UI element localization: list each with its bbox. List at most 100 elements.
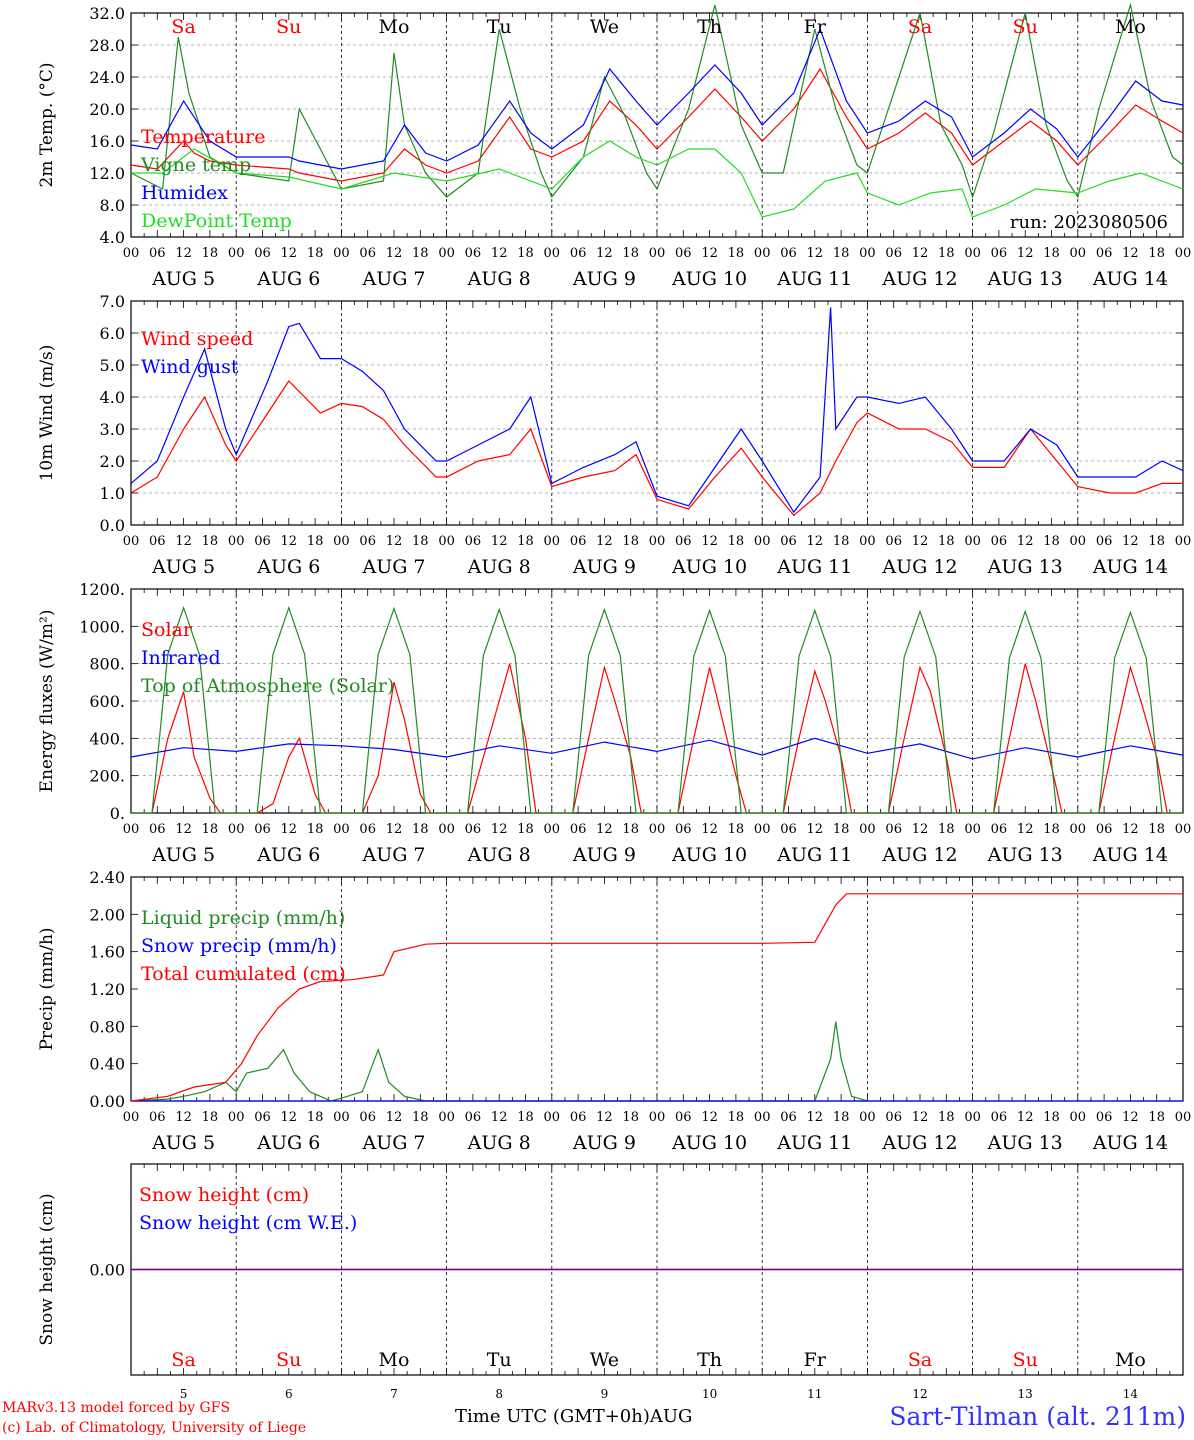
y-tick-label: 2.00 bbox=[89, 905, 125, 924]
day-number-label: 7 bbox=[390, 1387, 398, 1401]
series-line-vigne-temp bbox=[130, 2, 1184, 199]
weekday-label: Sa bbox=[171, 16, 195, 38]
date-label: AUG 13 bbox=[987, 844, 1063, 866]
hour-tick-label: 12 bbox=[1122, 246, 1139, 261]
y-tick-label: 600. bbox=[89, 692, 125, 711]
weekday-label: Su bbox=[1013, 16, 1038, 38]
weekday-label: Fr bbox=[804, 16, 827, 38]
hour-tick-label: 12 bbox=[596, 1110, 613, 1125]
date-label: AUG 14 bbox=[1092, 1132, 1168, 1154]
day-number-label: 9 bbox=[601, 1387, 609, 1401]
y-axis-title: 2m Temp. (°C) bbox=[37, 62, 57, 187]
date-label: AUG 6 bbox=[256, 1132, 320, 1154]
hour-tick-label: 06 bbox=[254, 246, 271, 261]
legend-entry: Humidex bbox=[141, 182, 228, 204]
hour-tick-label: 12 bbox=[596, 534, 613, 549]
hour-tick-label: 18 bbox=[202, 246, 219, 261]
legend-entry: Snow height (cm) bbox=[139, 1184, 309, 1206]
hour-tick-label: 12 bbox=[281, 534, 298, 549]
hour-tick-label: 00 bbox=[859, 822, 876, 837]
date-label: AUG 11 bbox=[776, 556, 852, 578]
date-label: AUG 7 bbox=[361, 844, 425, 866]
hour-tick-label: 00 bbox=[333, 246, 350, 261]
hour-tick-label: 00 bbox=[649, 246, 666, 261]
hour-tick-label: 00 bbox=[333, 534, 350, 549]
hour-tick-label: 18 bbox=[833, 534, 850, 549]
hour-tick-label: 06 bbox=[149, 534, 166, 549]
series-line-dewpoint-temp bbox=[131, 140, 1184, 218]
y-axis-title: Precip (mm/h) bbox=[37, 927, 57, 1050]
hour-tick-label: 12 bbox=[1122, 822, 1139, 837]
y-tick-label: 16.0 bbox=[89, 132, 125, 151]
panel-frame bbox=[130, 300, 1184, 526]
hour-tick-label: 12 bbox=[281, 822, 298, 837]
y-tick-label: 0.0 bbox=[100, 516, 125, 535]
hour-tick-label: 00 bbox=[333, 822, 350, 837]
day-number-label: 6 bbox=[285, 1387, 293, 1401]
model-credit: MARv3.13 model forced by GFS bbox=[2, 1400, 231, 1416]
date-label: AUG 10 bbox=[671, 1132, 747, 1154]
hour-tick-label: 18 bbox=[1148, 534, 1165, 549]
weekday-label: Mo bbox=[1115, 16, 1146, 38]
hour-tick-label: 00 bbox=[544, 822, 561, 837]
hour-tick-label: 00 bbox=[123, 822, 140, 837]
y-tick-label: 2.40 bbox=[89, 868, 125, 887]
weekday-label: Sa bbox=[171, 1349, 195, 1371]
day-number-label: 13 bbox=[1018, 1387, 1033, 1401]
legend-entry: DewPoint Temp bbox=[141, 210, 292, 232]
time-axis-label: Time UTC (GMT+0h)AUG bbox=[455, 1406, 692, 1427]
hour-tick-label: 12 bbox=[175, 534, 192, 549]
hour-tick-label: 00 bbox=[1175, 1110, 1192, 1125]
hour-tick-label: 06 bbox=[465, 534, 482, 549]
legend-entry: Snow height (cm W.E.) bbox=[139, 1212, 357, 1234]
series-line-liquid-precip-mm-h- bbox=[130, 1021, 868, 1102]
hour-tick-label: 12 bbox=[701, 534, 718, 549]
hour-tick-label: 18 bbox=[307, 1110, 324, 1125]
hour-tick-label: 18 bbox=[1043, 246, 1060, 261]
hour-tick-label: 06 bbox=[570, 534, 587, 549]
hour-tick-label: 12 bbox=[1017, 1110, 1034, 1125]
series-line-wind-gust bbox=[130, 307, 1184, 514]
hour-tick-label: 06 bbox=[1096, 822, 1113, 837]
weekday-label: Mo bbox=[379, 1349, 410, 1371]
hour-tick-label: 12 bbox=[701, 246, 718, 261]
hour-tick-label: 18 bbox=[412, 1110, 429, 1125]
hour-tick-label: 06 bbox=[1096, 534, 1113, 549]
hour-tick-label: 18 bbox=[517, 534, 534, 549]
date-label: AUG 5 bbox=[151, 268, 215, 290]
hour-tick-label: 18 bbox=[517, 1110, 534, 1125]
hour-tick-label: 06 bbox=[885, 246, 902, 261]
hour-tick-label: 18 bbox=[833, 1110, 850, 1125]
hour-tick-label: 12 bbox=[386, 246, 403, 261]
hour-tick-label: 00 bbox=[754, 822, 771, 837]
hour-tick-label: 12 bbox=[1017, 822, 1034, 837]
hour-tick-label: 18 bbox=[307, 822, 324, 837]
hour-tick-label: 06 bbox=[465, 246, 482, 261]
hour-tick-label: 18 bbox=[1043, 1110, 1060, 1125]
date-label: AUG 12 bbox=[881, 844, 957, 866]
date-label: AUG 9 bbox=[572, 556, 636, 578]
hour-tick-label: 00 bbox=[544, 246, 561, 261]
day-number-label: 11 bbox=[807, 1387, 822, 1401]
y-axis-title: Energy fluxes (W/m²) bbox=[37, 610, 57, 793]
series-line-total-cumulated-cm- bbox=[130, 893, 1183, 1102]
hour-tick-label: 06 bbox=[1096, 246, 1113, 261]
y-tick-label: 28.0 bbox=[89, 36, 125, 55]
date-label: AUG 5 bbox=[151, 844, 215, 866]
y-tick-label: 0.00 bbox=[89, 1092, 125, 1111]
hour-tick-label: 18 bbox=[202, 534, 219, 549]
y-axis-title: 10m Wind (m/s) bbox=[37, 345, 57, 482]
hour-tick-label: 06 bbox=[991, 534, 1008, 549]
y-tick-label: 800. bbox=[89, 655, 125, 674]
hour-tick-label: 00 bbox=[228, 822, 245, 837]
y-tick-label: 24.0 bbox=[89, 68, 125, 87]
hour-tick-label: 12 bbox=[386, 534, 403, 549]
hour-tick-label: 18 bbox=[728, 1110, 745, 1125]
weekday-label: Th bbox=[697, 16, 722, 38]
hour-tick-label: 18 bbox=[938, 1110, 955, 1125]
hour-tick-label: 00 bbox=[228, 534, 245, 549]
day-number-label: 5 bbox=[180, 1387, 188, 1401]
hour-tick-label: 12 bbox=[1122, 534, 1139, 549]
date-label: AUG 11 bbox=[776, 1132, 852, 1154]
date-label: AUG 12 bbox=[881, 1132, 957, 1154]
